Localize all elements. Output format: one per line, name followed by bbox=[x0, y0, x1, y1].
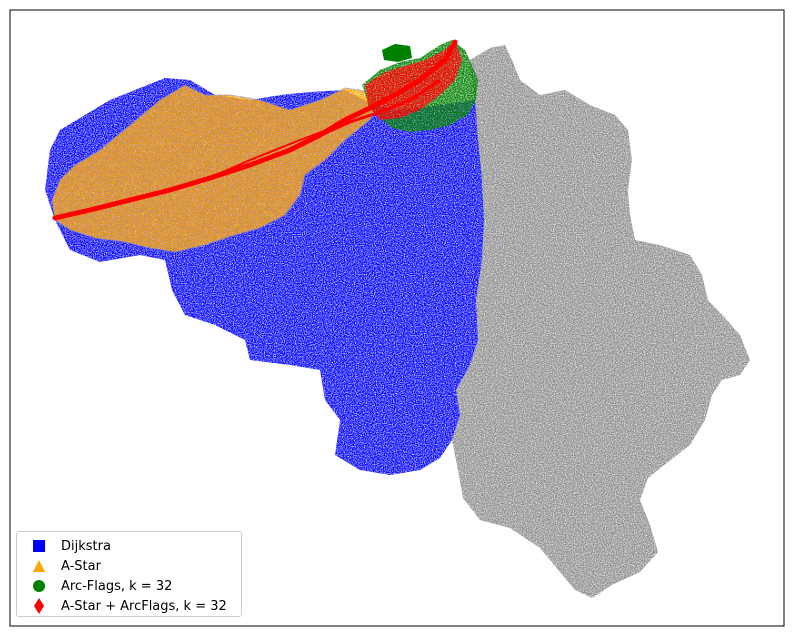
chart-legend: Dijkstra A-Star Arc-Flags, k = 32 A-Star… bbox=[16, 531, 242, 617]
legend-label-dijkstra: Dijkstra bbox=[61, 538, 111, 554]
series-astar-points bbox=[51, 84, 379, 253]
legend-label-astar-arcflags: A-Star + ArcFlags, k = 32 bbox=[61, 598, 227, 614]
legend-item-astar-arcflags: A-Star + ArcFlags, k = 32 bbox=[17, 596, 241, 616]
legend-label-arcflags: Arc-Flags, k = 32 bbox=[61, 578, 173, 594]
legend-circle-marker bbox=[33, 580, 45, 592]
region-gray-points bbox=[452, 45, 750, 598]
legend-item-arcflags: Arc-Flags, k = 32 bbox=[17, 576, 241, 596]
legend-label-astar: A-Star bbox=[61, 558, 101, 574]
legend-square-marker bbox=[33, 540, 45, 552]
series-astar-arcflags-points bbox=[52, 39, 462, 221]
legend-triangle-marker bbox=[33, 560, 45, 572]
legend-item-astar: A-Star bbox=[17, 556, 241, 576]
legend-item-dijkstra: Dijkstra bbox=[17, 536, 241, 556]
legend-diamond-marker bbox=[34, 598, 44, 614]
series-arcflags-points-cluster bbox=[382, 44, 412, 62]
